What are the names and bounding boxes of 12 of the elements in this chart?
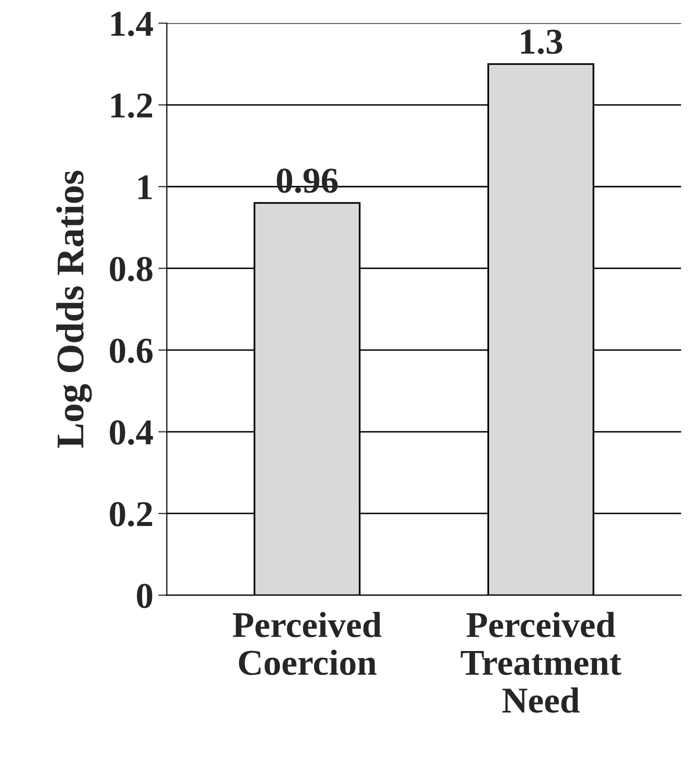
y-tick-label: 0.4 — [110, 420, 153, 445]
y-tick-label: 0.8 — [110, 256, 152, 282]
y-axis-title: Log Odds Ratios — [56, 170, 92, 448]
x-tick-label: Perceived Coercion — [232, 612, 382, 676]
x-tick-label: Perceived Treatment Need — [460, 612, 622, 713]
y-tick-label: 1.2 — [111, 94, 152, 118]
y-tick-label: 1.4 — [111, 12, 153, 36]
y-tick-label: 0 — [136, 584, 152, 608]
y-tick-label: 0.6 — [110, 338, 153, 364]
y-tick-label: 0.2 — [110, 502, 152, 527]
y-tick-label: 1 — [138, 175, 152, 200]
data-label: 1.3 — [521, 30, 562, 54]
